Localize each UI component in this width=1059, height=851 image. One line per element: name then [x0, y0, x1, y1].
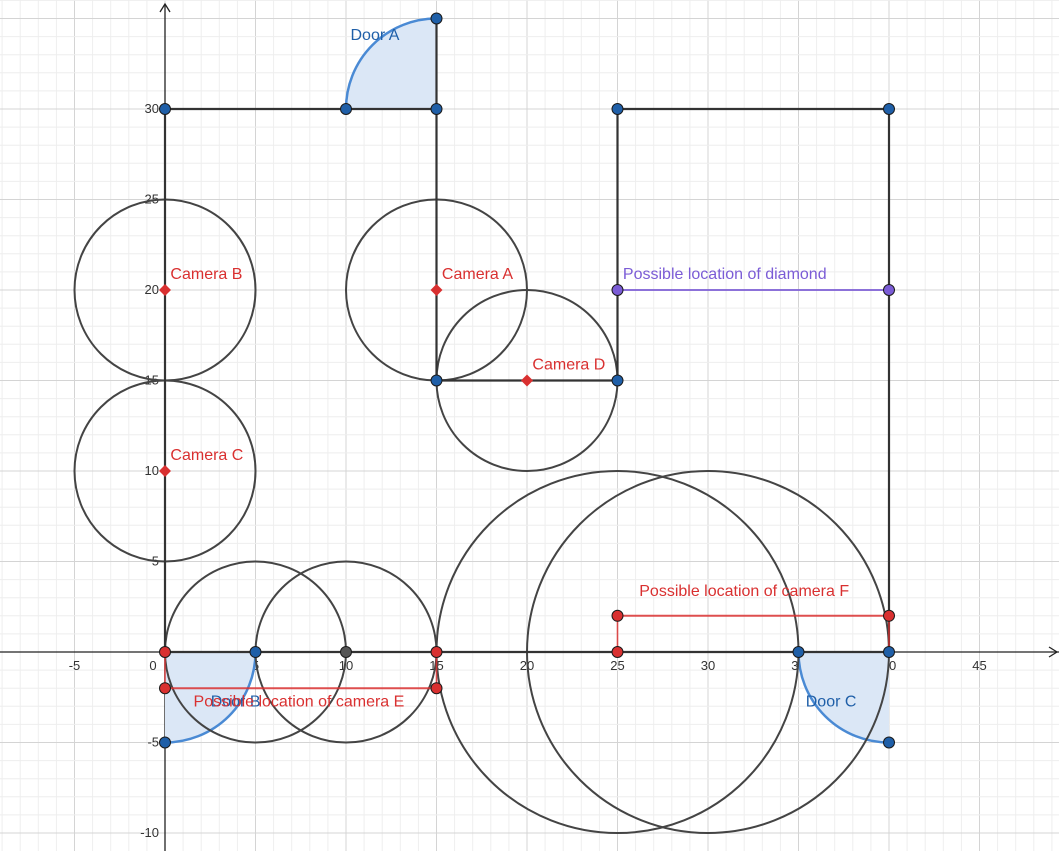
- door-label: Door C: [806, 693, 857, 710]
- x-tick-label: 30: [701, 658, 715, 673]
- x-tick-label: 45: [972, 658, 986, 673]
- y-tick-label: 20: [145, 282, 159, 297]
- x-axis-arrow: [1048, 646, 1059, 658]
- door-label: Door A: [350, 27, 399, 44]
- point-purple: [883, 284, 895, 296]
- door-area: [346, 18, 437, 109]
- point-blue: [792, 646, 805, 658]
- point-gray: [340, 646, 352, 658]
- y-axis-arrow: [159, 2, 171, 13]
- walls: [163, 18, 891, 654]
- point-blue: [611, 103, 624, 115]
- y-tick-label: -5: [147, 735, 159, 750]
- camera-label: Camera D: [532, 357, 605, 374]
- camera-label: Camera C: [170, 447, 243, 464]
- doors: [164, 17, 890, 744]
- y-tick-label: -10: [140, 825, 159, 840]
- camera-marker: [430, 284, 443, 296]
- y-tick-label: 10: [145, 463, 159, 478]
- door-swing-arc: [344, 17, 437, 110]
- camera-marker: [159, 465, 171, 477]
- point-blue: [883, 646, 895, 658]
- point-blue: [883, 736, 895, 749]
- door-area: [798, 652, 889, 743]
- camera-label: Camera B: [170, 266, 242, 283]
- y-tick-label: 30: [145, 101, 159, 116]
- point-blue: [611, 374, 624, 387]
- point-blue: [159, 103, 171, 115]
- possible-location-label: Possible location of diamond: [623, 266, 827, 283]
- point-blue: [430, 103, 443, 115]
- point-red: [159, 682, 171, 695]
- camera-marker: [159, 284, 171, 296]
- camera-marker: [521, 374, 533, 387]
- point-blue: [883, 103, 895, 115]
- point-blue: [340, 103, 352, 115]
- point-purple: [611, 284, 624, 296]
- camera-label: Camera A: [442, 266, 513, 283]
- y-tick-label: 25: [145, 192, 159, 207]
- door-swing-arc: [164, 651, 257, 744]
- x-tick-label: 0: [149, 658, 156, 673]
- door-area: [165, 652, 256, 743]
- points: [159, 12, 895, 749]
- point-red: [430, 646, 443, 658]
- possible-location-segments: [164, 289, 890, 690]
- x-tick-label: 25: [610, 658, 624, 673]
- point-red: [430, 682, 443, 695]
- point-red: [611, 646, 624, 658]
- door-label: Door B: [211, 693, 261, 710]
- point-blue: [430, 374, 443, 387]
- point-red: [611, 609, 624, 622]
- door-swing-arc: [797, 651, 890, 744]
- point-red: [159, 646, 171, 658]
- point-red: [883, 609, 895, 622]
- point-blue: [249, 646, 262, 658]
- point-blue: [159, 736, 171, 749]
- point-blue: [430, 12, 443, 25]
- possible-location-label: Possible location of camera F: [639, 583, 849, 600]
- x-tick-label: 10: [339, 658, 353, 673]
- possible-location-label: Possible location of camera E: [194, 693, 405, 710]
- labels: Camera A Camera B Camera C Camera D Door A Do…: [170, 27, 856, 710]
- x-tick-label: -5: [69, 658, 81, 673]
